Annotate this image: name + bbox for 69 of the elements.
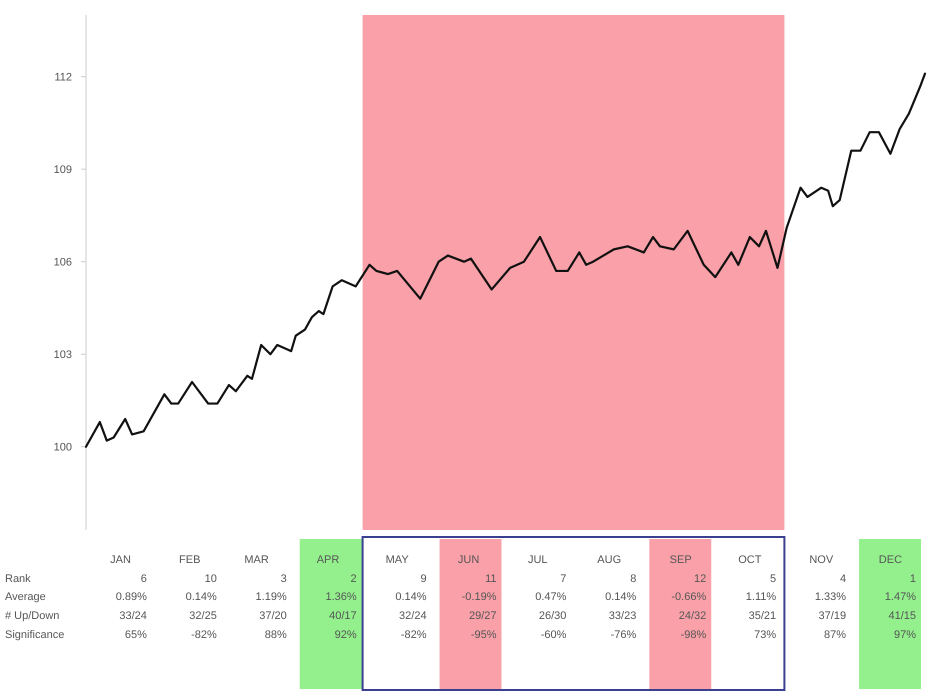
x-tick-label: APR <box>316 554 340 566</box>
text: 0.89% <box>116 591 147 603</box>
text: 7 <box>560 573 566 585</box>
text: 0.14% <box>186 591 217 603</box>
text: 24/32 <box>678 610 706 622</box>
x-tick-label: JAN <box>110 554 132 566</box>
text: 35/21 <box>748 610 776 622</box>
category-label: Significance <box>5 629 64 641</box>
text: 33/24 <box>119 610 147 622</box>
text: 6 <box>140 573 147 585</box>
text: 29/27 <box>468 610 496 622</box>
text: 40/17 <box>329 610 357 622</box>
text: 26/30 <box>538 610 566 622</box>
text: 0.47% <box>535 591 566 603</box>
text: 3 <box>280 573 287 585</box>
text: -82% <box>400 629 427 641</box>
text: -0.19% <box>462 591 496 603</box>
text: 8 <box>630 573 636 585</box>
text: 1.47% <box>884 591 916 603</box>
x-tick-label: MAY <box>386 554 410 566</box>
y-tick-label: 112 <box>54 72 72 84</box>
x-tick-label: MAR <box>244 554 269 566</box>
text: 1 <box>910 573 916 585</box>
text: 9 <box>420 573 427 585</box>
text: 1.19% <box>256 591 287 603</box>
text: 5 <box>770 573 776 585</box>
text: 1.11% <box>746 591 776 603</box>
text: 12 <box>694 573 706 585</box>
y-tick-label: 109 <box>54 164 72 176</box>
text: 11 <box>485 573 496 585</box>
text: 33/23 <box>608 610 636 622</box>
x-tick-label: OCT <box>738 554 762 566</box>
text: -60% <box>540 629 566 641</box>
text: -98% <box>680 629 706 641</box>
text: 41/15 <box>888 610 916 622</box>
text: -0.66% <box>671 591 706 603</box>
text: 73% <box>754 629 776 641</box>
text: -82% <box>191 629 217 641</box>
x-tick-label: FEB <box>179 554 200 566</box>
text: -76% <box>610 629 636 641</box>
text: 2 <box>350 573 357 585</box>
text: -95% <box>470 629 496 641</box>
text: 32/25 <box>189 610 217 622</box>
text: 92% <box>334 629 357 641</box>
text: 1.33% <box>814 591 846 603</box>
category-label: Rank <box>5 573 31 585</box>
text: 4 <box>840 573 846 585</box>
text: 88% <box>264 629 287 641</box>
text: 65% <box>124 629 147 641</box>
text: 1.36% <box>325 591 357 603</box>
x-tick-label: SEP <box>670 554 692 566</box>
x-tick-label: JUN <box>458 554 480 566</box>
text: 10 <box>204 573 217 585</box>
x-tick-label: DEC <box>878 554 902 566</box>
x-tick-label: JUL <box>528 554 548 566</box>
x-tick-label: AUG <box>597 554 622 566</box>
y-tick-label: 103 <box>54 349 72 362</box>
text: 32/24 <box>399 610 427 622</box>
text: 37/19 <box>818 610 846 622</box>
y-tick-label: 100 <box>54 442 72 454</box>
text: 87% <box>824 629 846 641</box>
category-label: Average <box>5 591 46 603</box>
text: 97% <box>894 629 916 641</box>
text: 0.14% <box>395 591 427 603</box>
x-tick-label: NOV <box>809 554 834 566</box>
text: 0.14% <box>605 591 636 603</box>
category-label: # Up/Down <box>5 610 60 622</box>
text: 37/20 <box>259 610 287 622</box>
y-tick-label: 106 <box>54 256 72 269</box>
